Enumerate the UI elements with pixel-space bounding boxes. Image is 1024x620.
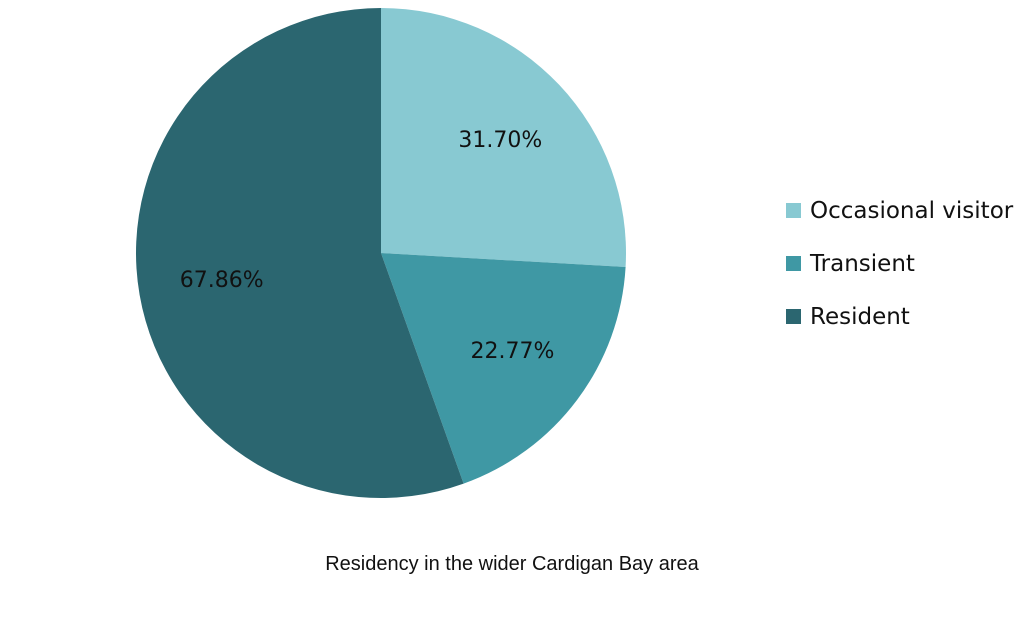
legend-item-transient: Transient <box>786 237 1013 290</box>
legend-label-resident: Resident <box>810 303 910 330</box>
legend-item-resident: Resident <box>786 290 1013 343</box>
legend-swatch-occasional-visitor <box>786 203 801 218</box>
pie-slice-transient <box>381 253 626 484</box>
pie-slice-occasional-visitor <box>381 8 626 268</box>
slice-label-resident: 67.86% <box>180 268 264 293</box>
pie-slice-resident <box>135 8 464 499</box>
chart-title: Residency in the wider Cardigan Bay area <box>325 553 699 575</box>
slice-label-transient: 22.77% <box>471 339 555 364</box>
slice-label-occasional-visitor: 31.70% <box>458 128 542 153</box>
pie-slices <box>135 8 626 499</box>
legend-label-occasional-visitor: Occasional visitor <box>810 197 1014 224</box>
legend-item-occasional-visitor: Occasional visitor <box>786 184 1013 237</box>
pie-labels: 31.70% 22.77% 67.86% <box>180 128 555 364</box>
legend-label-transient: Transient <box>810 250 915 277</box>
legend-swatch-transient <box>786 256 801 271</box>
legend: Occasional visitor Transient Resident <box>786 184 1013 343</box>
legend-swatch-resident <box>786 309 801 324</box>
